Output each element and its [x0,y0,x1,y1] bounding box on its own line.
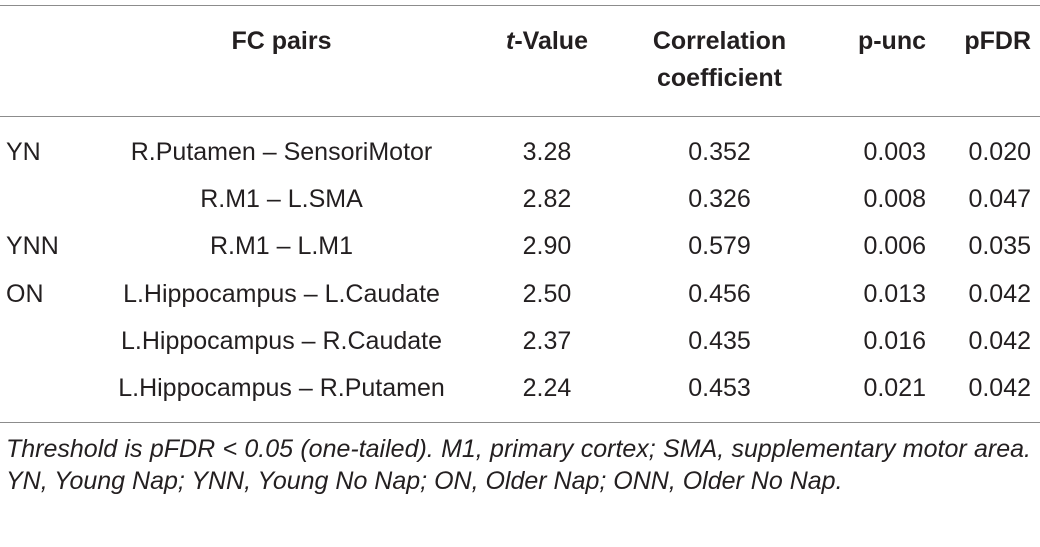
row-fc-pair: R.M1 – L.M1 [209,232,354,260]
row-p-unc: 0.006 [863,232,926,260]
row-fc-pair: R.Putamen – SensoriMotor [130,138,433,166]
row-p-unc: 0.008 [863,185,926,213]
row-correlation: 0.453 [688,374,751,402]
row-fc-pair: L.Hippocampus – R.Putamen [118,374,445,402]
row-correlation: 0.435 [688,327,751,355]
header-p-unc: p-unc [857,27,926,55]
row-correlation: 0.352 [688,138,751,166]
row-t-value: 2.50 [522,280,572,308]
row-p-unc: 0.003 [863,138,926,166]
header-t-value-suffix: -Value [514,27,588,55]
header-fc-pairs: FC pairs [231,27,332,55]
table-top-rule [0,5,1040,6]
row-pfdr: 0.042 [968,374,1031,402]
header-correlation-line2: coefficient [656,64,783,92]
row-t-value: 2.90 [522,232,572,260]
header-correlation-coefficient: Correlation coefficient [632,23,807,97]
table-header-rule [0,116,1040,117]
row-pfdr: 0.035 [968,232,1031,260]
row-group: YNN [6,232,59,260]
header-t-value-italic: t [506,27,515,55]
row-t-value: 3.28 [522,138,572,166]
table-footnote: Threshold is pFDR < 0.05 (one-tailed). M… [6,435,1031,495]
row-correlation: 0.579 [688,232,751,260]
row-pfdr: 0.020 [968,138,1031,166]
row-fc-pair: R.M1 – L.SMA [200,185,363,213]
row-correlation: 0.326 [688,185,751,213]
row-fc-pair: L.Hippocampus – R.Caudate [120,327,443,355]
table-bottom-rule [0,422,1040,423]
row-p-unc: 0.013 [863,280,926,308]
header-t-value: t-Value [497,23,597,60]
header-pfdr: pFDR [964,27,1031,55]
row-t-value: 2.82 [522,185,572,213]
row-t-value: 2.24 [522,374,572,402]
row-fc-pair: L.Hippocampus – L.Caudate [123,280,440,308]
row-pfdr: 0.042 [968,280,1031,308]
row-group: ON [6,280,44,308]
header-correlation-line1: Correlation [652,27,787,55]
row-group: YN [6,138,41,166]
row-pfdr: 0.047 [968,185,1031,213]
row-t-value: 2.37 [522,327,572,355]
row-correlation: 0.456 [688,280,751,308]
row-pfdr: 0.042 [968,327,1031,355]
row-p-unc: 0.021 [863,374,926,402]
row-p-unc: 0.016 [863,327,926,355]
